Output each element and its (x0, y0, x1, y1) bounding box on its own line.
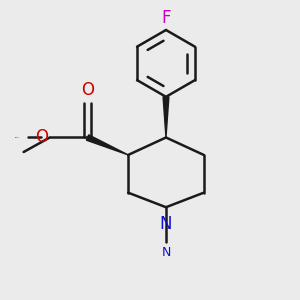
Text: O: O (35, 128, 48, 146)
Polygon shape (86, 135, 128, 155)
Text: F: F (161, 8, 171, 26)
Text: methyl: methyl (15, 137, 20, 138)
Polygon shape (163, 97, 169, 137)
Text: O: O (81, 81, 94, 99)
Text: N: N (161, 246, 171, 260)
Text: N: N (160, 215, 172, 233)
